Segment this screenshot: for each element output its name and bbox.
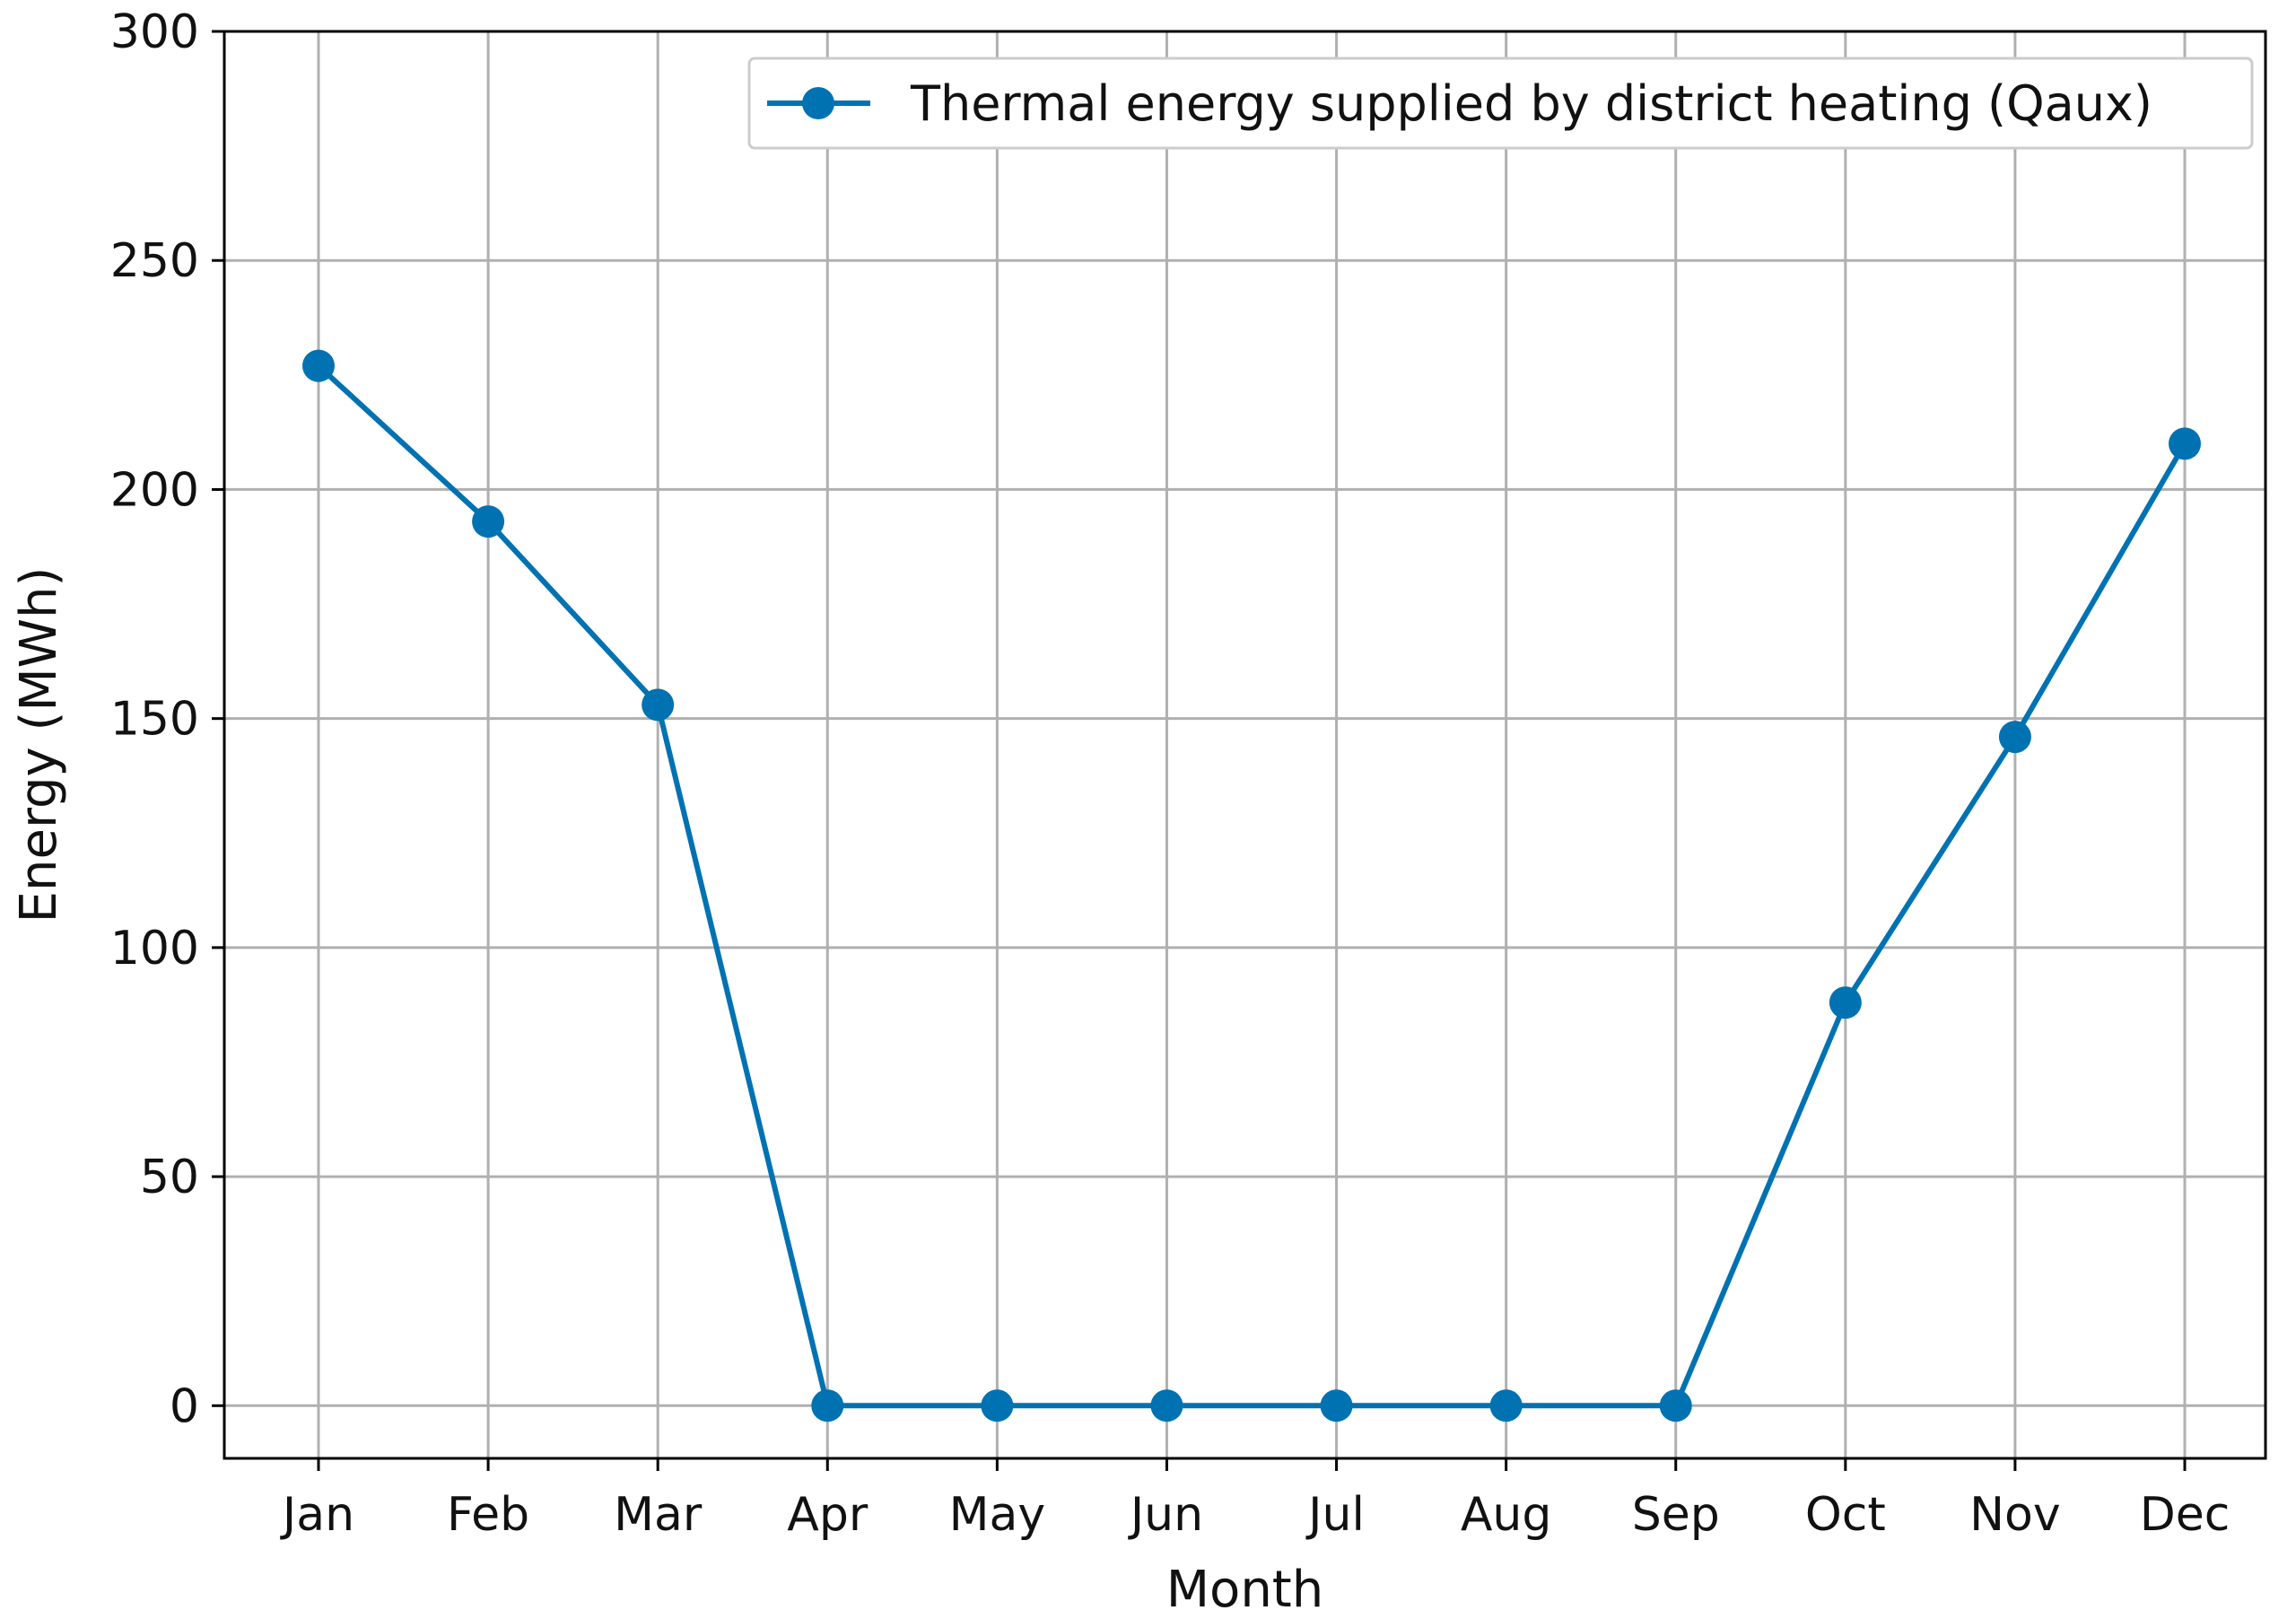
x-tick-label: Mar: [614, 1488, 703, 1542]
x-tick-label: Jul: [1305, 1488, 1365, 1542]
legend-label: Thermal energy supplied by district heat…: [910, 75, 2152, 132]
data-point: [472, 505, 505, 538]
grid: [224, 30, 2265, 1458]
legend-box: [747, 57, 2254, 150]
x-tick-label: Oct: [1805, 1488, 1886, 1542]
x-tick-label: Jun: [1128, 1488, 1203, 1542]
data-point: [1150, 1389, 1183, 1422]
data-point: [2169, 427, 2201, 460]
x-tick-label: Aug: [1461, 1488, 1552, 1542]
data-point: [1829, 986, 1862, 1020]
x-tick-label: Dec: [2140, 1488, 2231, 1542]
legend: Thermal energy supplied by district heat…: [747, 57, 2254, 150]
x-tick-label: Feb: [447, 1488, 529, 1542]
y-tick-label: 150: [110, 693, 199, 747]
y-tick-label: 300: [110, 5, 199, 59]
y-tick-label: 250: [110, 234, 199, 288]
plot-frame: [223, 30, 2267, 1460]
x-tick-label: Apr: [787, 1488, 869, 1542]
data-point: [811, 1389, 844, 1422]
x-tick-label: Nov: [1969, 1488, 2061, 1542]
x-axis-title: Month: [1166, 1561, 1324, 1619]
data-point: [981, 1389, 1014, 1422]
y-tick-label: 100: [110, 922, 199, 976]
x-tick-label: Sep: [1632, 1488, 1720, 1542]
y-axis-ticks: 0 50 100 150 200 250 300: [110, 5, 224, 1433]
data-point: [1489, 1389, 1523, 1422]
data-point: [1320, 1389, 1353, 1422]
x-axis-ticks: Jan Feb Mar Apr May Jun Jul Aug Sep Oct Nov Dec: [280, 1458, 2230, 1542]
y-tick-label: 0: [170, 1379, 199, 1433]
x-tick-label: May: [949, 1488, 1046, 1542]
y-tick-label: 50: [140, 1151, 199, 1204]
series-line: [316, 363, 2187, 1409]
y-tick-label: 200: [110, 463, 199, 517]
x-tick-label: Jan: [280, 1488, 354, 1542]
y-axis-title: Energy (MWh): [10, 567, 68, 923]
data-point: [1998, 721, 2031, 754]
data-point: [302, 349, 335, 382]
legend-marker: [802, 87, 834, 119]
data-point: [642, 688, 675, 722]
series-layer: [302, 349, 2201, 1422]
data-point: [1659, 1389, 1692, 1422]
